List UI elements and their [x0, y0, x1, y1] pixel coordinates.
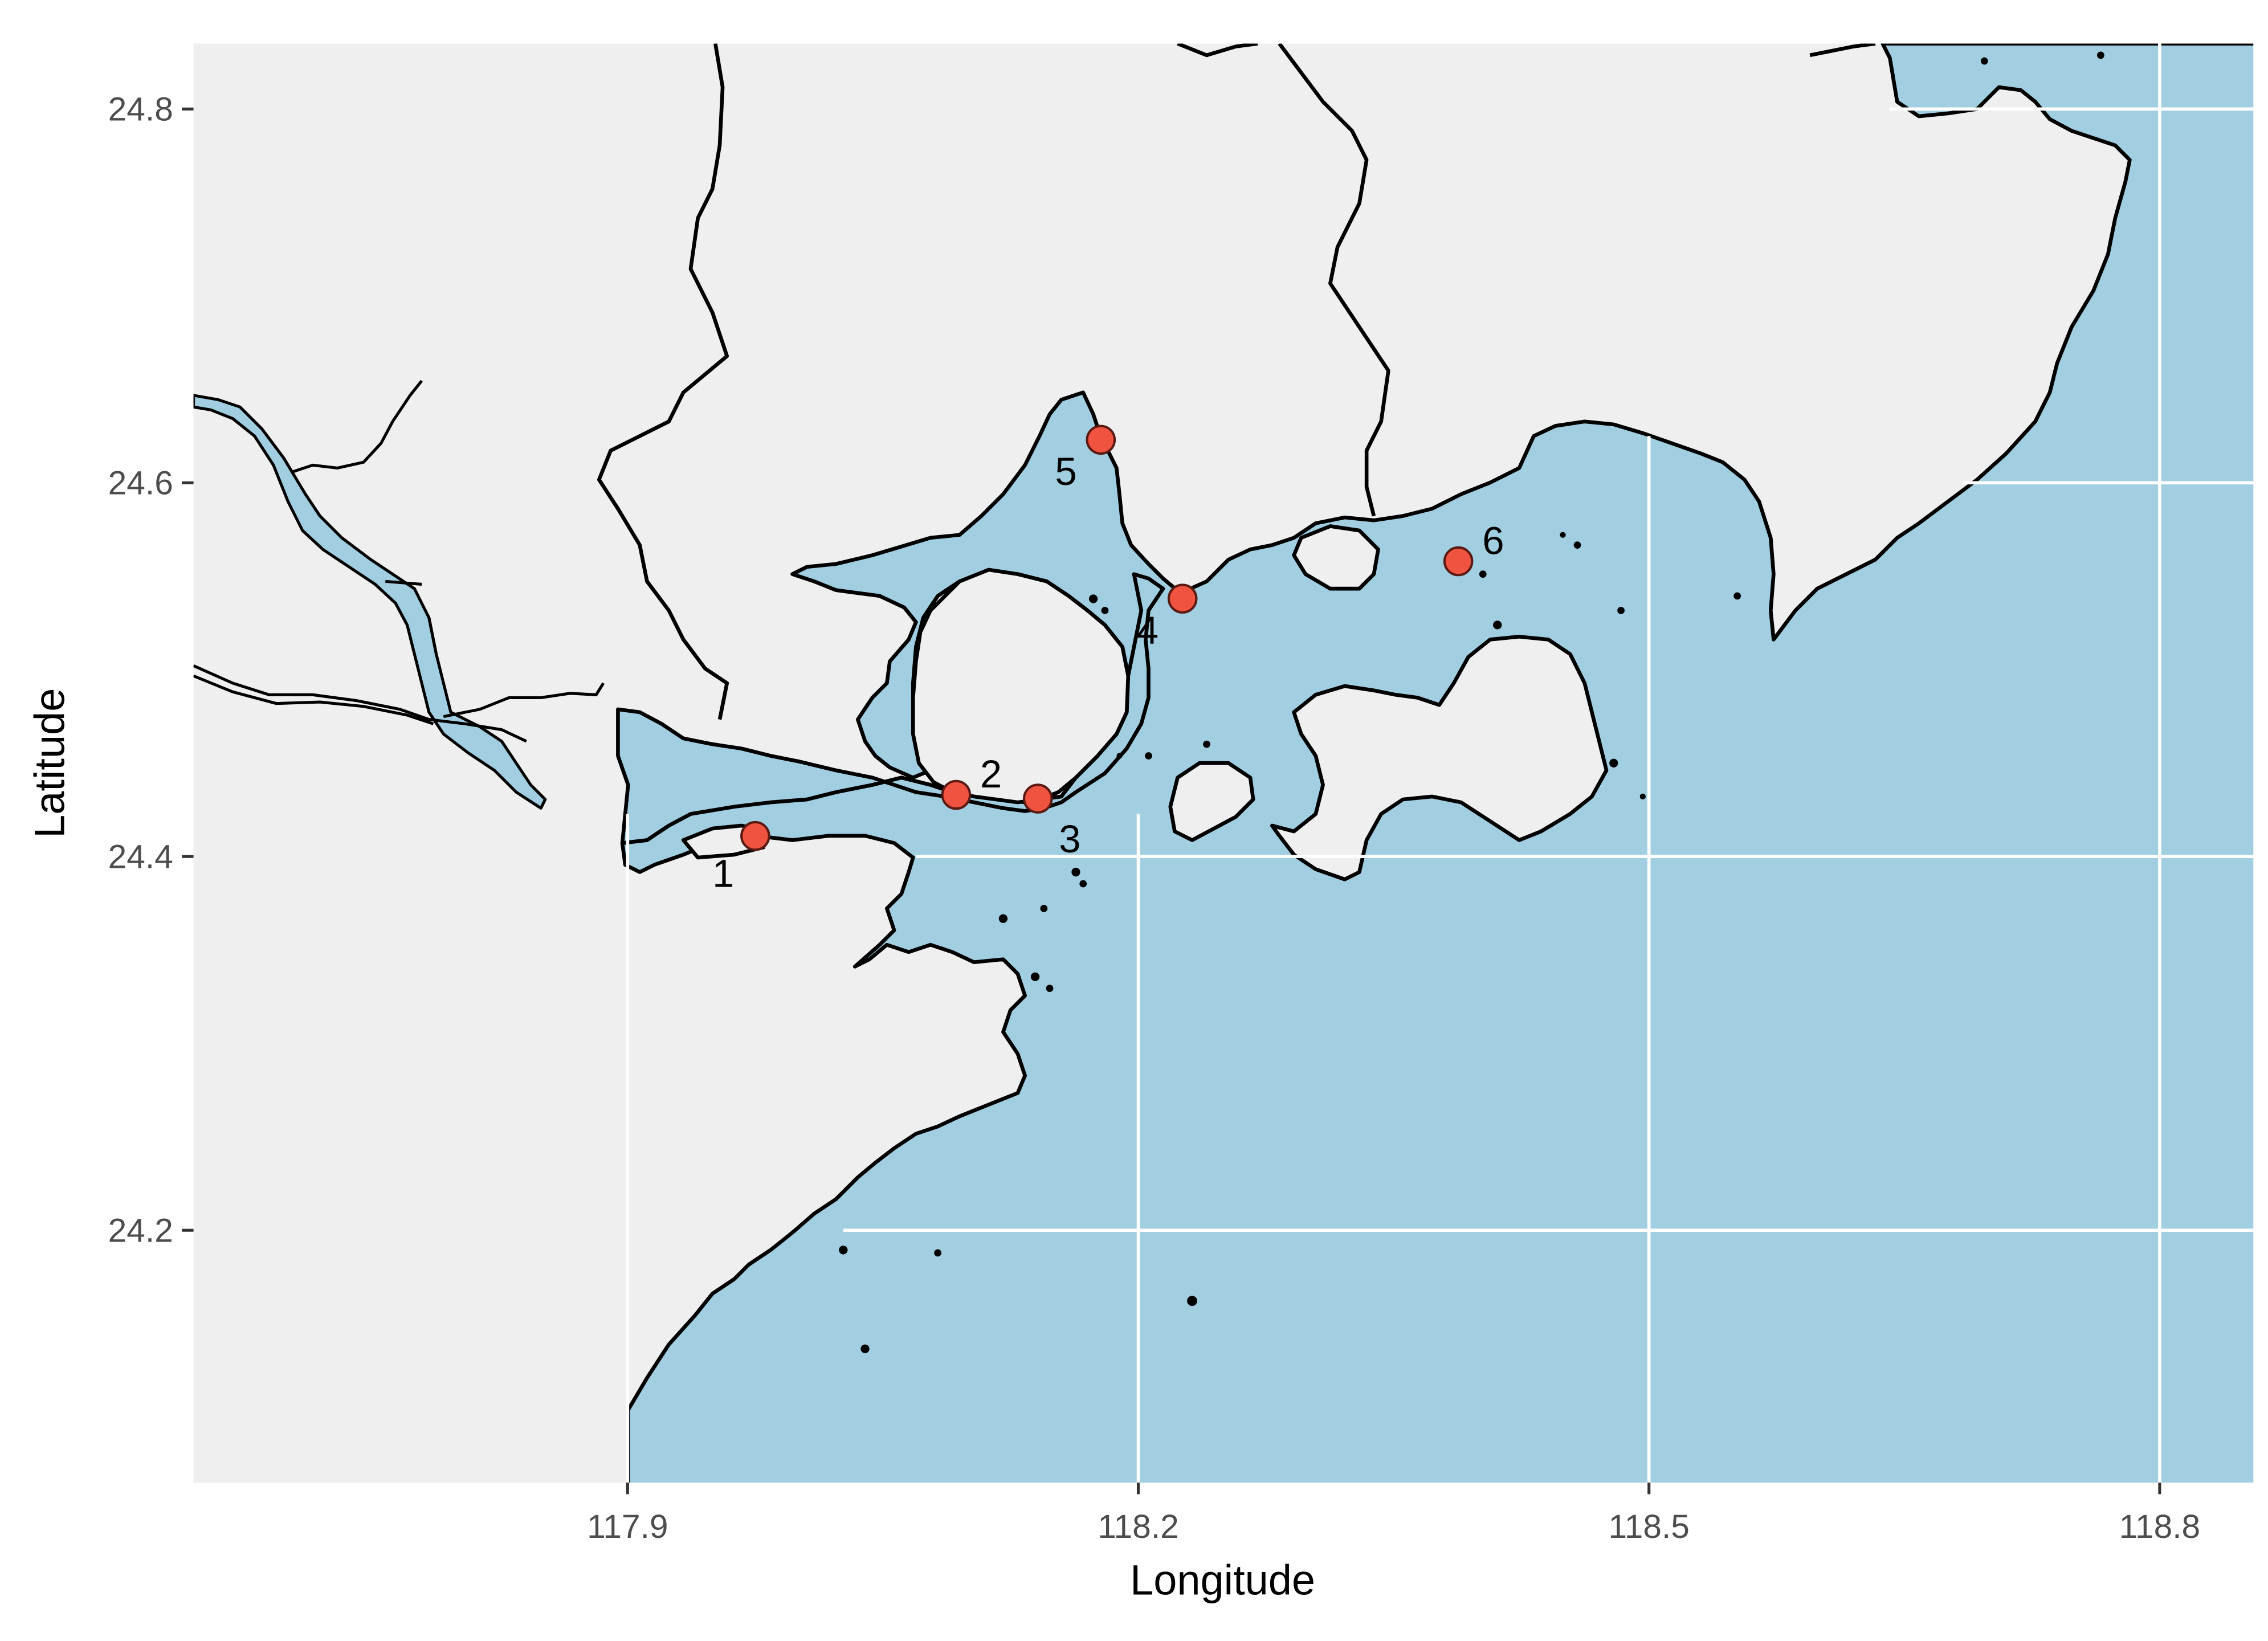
- x-axis-title: Longitude: [1130, 1556, 1315, 1603]
- x-tick-label-117.9: 117.9: [587, 1508, 668, 1545]
- station-marker-4: [1167, 583, 1198, 614]
- map-panel: 1 2 3 4 5 6: [193, 43, 2254, 1483]
- station-label-6: 6: [1482, 519, 1504, 562]
- y-tick-label-24.8: 24.8: [108, 91, 173, 128]
- x-tick-label-118.8: 118.8: [2119, 1508, 2200, 1545]
- estuary-water: [616, 572, 1165, 845]
- river-north: [193, 394, 547, 810]
- station-marker-5: [1086, 424, 1116, 455]
- islets: [839, 51, 2104, 1353]
- x-tick-label-118.5: 118.5: [1608, 1508, 1689, 1545]
- island-kinmen: [1270, 634, 1609, 881]
- y-tick-label-24.2: 24.2: [108, 1213, 173, 1250]
- station-marker-3: [1022, 783, 1053, 814]
- station-marker-2: [941, 779, 972, 810]
- x-axis: 117.9 118.2 118.5 118.8: [587, 1482, 2200, 1545]
- river-east: [443, 682, 605, 719]
- island-xiamen: [911, 568, 1131, 805]
- boundary-line-3: [1177, 43, 1876, 58]
- x-tick-label-118.2: 118.2: [1098, 1508, 1178, 1545]
- y-axis-title: Latitude: [26, 688, 74, 838]
- station-label-5: 5: [1055, 450, 1076, 493]
- station-marker-6: [1443, 546, 1474, 577]
- station-label-1: 1: [712, 851, 734, 895]
- river-south: [193, 664, 527, 743]
- y-axis: 24.8 24.6 24.4 24.2: [108, 91, 194, 1250]
- island-small-2: [1292, 524, 1380, 591]
- station-label-4: 4: [1137, 609, 1159, 652]
- station-label-2: 2: [980, 752, 1002, 796]
- boundary-line-1: [597, 43, 729, 720]
- y-tick-label-24.4: 24.4: [108, 839, 173, 876]
- y-tick-label-24.6: 24.6: [108, 465, 173, 502]
- gridlines: [626, 43, 2254, 1483]
- station-label-3: 3: [1059, 817, 1080, 861]
- river-upper: [290, 379, 438, 655]
- station-marker-1: [740, 820, 770, 851]
- station-markers: 1 2 3 4 5 6: [712, 424, 1504, 895]
- boundary-line-2: [1278, 43, 1390, 517]
- island-small-1: [1168, 761, 1255, 842]
